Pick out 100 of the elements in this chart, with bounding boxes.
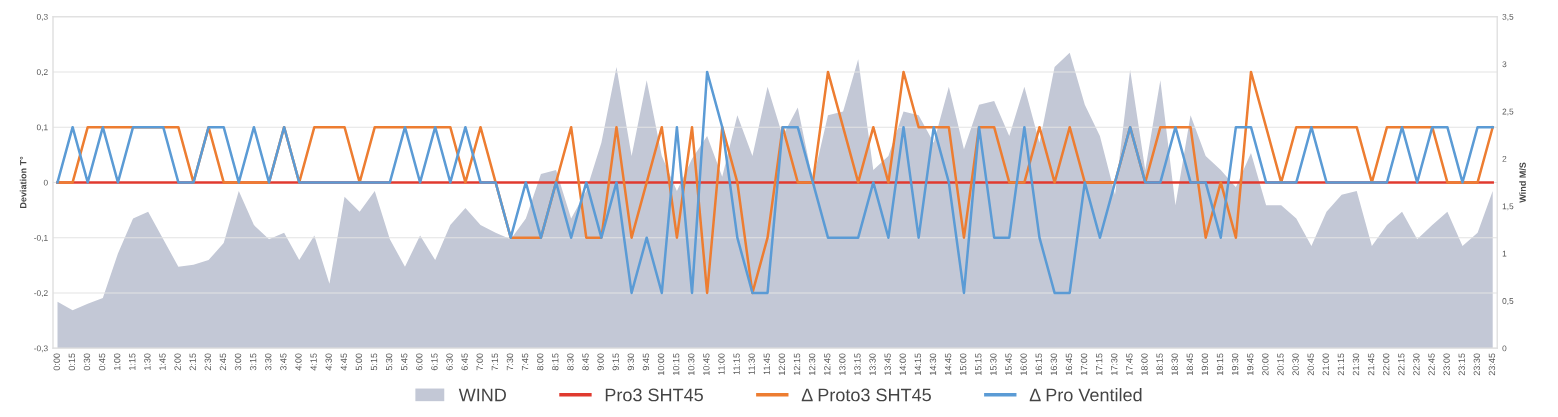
x-tick-label: 23:45 (1488, 353, 1496, 376)
x-tick-label: 14:45 (944, 353, 952, 375)
x-tick-label: 17:30 (1111, 353, 1118, 375)
x-tick-label: 11:45 (763, 353, 770, 375)
y-tick-label: 0,3 (36, 13, 48, 21)
y-tick-label: 0 (43, 179, 48, 186)
x-tick-label: 19:30 (1231, 353, 1239, 375)
y2-axis-title: Wind M/S (1519, 162, 1526, 203)
x-tick-label: 2:15 (189, 353, 196, 371)
x-tick-label: 16:30 (1050, 353, 1058, 375)
x-tick-label: 9:15 (612, 353, 619, 371)
x-tick-label: 1:00 (113, 353, 121, 370)
x-tick-label: 19:00 (1201, 353, 1209, 375)
x-tick-label: 15:00 (959, 353, 967, 375)
x-tick-label: 0:00 (53, 353, 60, 371)
x-tick-label: 18:30 (1171, 353, 1178, 375)
x-tick-label: 6:00 (416, 353, 423, 371)
x-tick-label: 6:45 (461, 353, 468, 371)
x-tick-label: 3:15 (249, 353, 257, 371)
x-tick-label: 11:30 (748, 353, 755, 375)
x-tick-label: 11:00 (718, 353, 725, 375)
x-tick-label: 2:45 (219, 353, 227, 371)
y-tick-label: -0,1 (34, 234, 48, 242)
x-tick-label: 4:30 (325, 353, 332, 371)
x-tick-label: 0:30 (83, 353, 91, 371)
x-tick-label: 21:00 (1322, 353, 1329, 376)
x-tick-label: 7:00 (476, 353, 483, 371)
x-tick-label: 23:00 (1443, 353, 1450, 376)
x-tick-label: 16:15 (1035, 353, 1042, 375)
x-tick-label: 12:30 (808, 353, 816, 375)
x-tick-label: 13:30 (869, 353, 876, 375)
x-tick-label: 17:00 (1080, 353, 1088, 375)
x-tick-label: 15:30 (990, 353, 997, 375)
x-tick-label: 7:45 (521, 353, 529, 371)
x-tick-label: 17:45 (1126, 353, 1133, 375)
x-tick-label: 21:30 (1352, 353, 1360, 376)
x-tick-label: 18:00 (1141, 353, 1148, 375)
x-tick-label: 12:00 (778, 353, 786, 375)
y-tick-label: 0,1 (36, 124, 48, 132)
x-tick-label: 18:15 (1156, 353, 1163, 375)
x-tick-label: 7:15 (491, 353, 499, 371)
x-tick-label: 12:15 (793, 353, 801, 375)
x-tick-label: 9:45 (642, 353, 650, 371)
x-tick-label: 12:45 (824, 353, 831, 375)
x-tick-label: 15:15 (975, 353, 982, 375)
y-tick-label: 0,2 (36, 69, 48, 77)
legend-label: Pro3 SHT45 (605, 388, 703, 402)
x-tick-label: 13:00 (839, 353, 846, 375)
y2-tick-label: 0,5 (1502, 298, 1514, 305)
legend-label: Δ Proto3 SHT45 (801, 388, 931, 402)
x-tick-label: 10:00 (657, 353, 665, 375)
x-tick-label: 5:15 (370, 353, 378, 371)
x-tick-label: 2:00 (174, 353, 181, 371)
legend-label: WIND (458, 388, 506, 402)
x-tick-label: 3:30 (265, 353, 272, 371)
x-tick-label: 21:15 (1337, 353, 1345, 376)
x-tick-label: 16:00 (1020, 353, 1027, 375)
x-tick-label: 14:15 (914, 353, 922, 375)
x-tick-label: 15:45 (1005, 353, 1012, 375)
y2-tick-label: 2 (1502, 155, 1507, 162)
x-tick-label: 7:30 (506, 353, 514, 371)
x-tick-label: 6:30 (446, 353, 453, 371)
x-tick-label: 4:15 (310, 353, 317, 371)
x-tick-label: 18:45 (1186, 353, 1193, 375)
x-tick-label: 23:30 (1473, 353, 1481, 376)
x-tick-label: 3:00 (234, 353, 242, 371)
x-tick-label: 5:00 (355, 353, 363, 371)
x-tick-label: 8:45 (582, 353, 589, 371)
y2-tick-label: 0 (1502, 345, 1507, 352)
y2-tick-label: 1,5 (1502, 203, 1514, 211)
x-tick-label: 1:30 (144, 353, 151, 370)
legend-label: Δ Pro Ventiled (1029, 388, 1142, 402)
y2-tick-label: 3 (1502, 61, 1507, 68)
x-tick-label: 20:30 (1292, 353, 1299, 376)
x-tick-label: 10:15 (672, 353, 680, 375)
x-tick-label: 14:00 (899, 353, 906, 375)
x-tick-label: 11:15 (733, 353, 740, 375)
x-tick-label: 16:45 (1065, 353, 1073, 375)
x-tick-label: 0:15 (68, 353, 76, 371)
x-tick-label: 5:45 (401, 353, 408, 371)
x-tick-label: 22:15 (1398, 353, 1405, 376)
x-tick-label: 13:45 (884, 353, 891, 375)
x-tick-label: 1:45 (159, 353, 166, 370)
y-axis-title: Deviation T° (19, 156, 27, 208)
x-tick-label: 23:15 (1458, 353, 1465, 376)
x-tick-label: 22:30 (1413, 353, 1420, 376)
y-tick-label: -0,3 (34, 345, 48, 353)
y2-tick-label: 2,5 (1502, 108, 1514, 116)
x-tick-label: 9:30 (627, 353, 635, 371)
x-tick-label: 0:45 (98, 353, 106, 371)
x-tick-label: 4:45 (340, 353, 347, 371)
x-tick-label: 20:15 (1277, 353, 1284, 376)
x-tick-label: 3:45 (280, 353, 287, 371)
x-tick-label: 10:45 (703, 353, 710, 375)
x-tick-label: 8:00 (536, 353, 544, 371)
x-tick-label: 10:30 (688, 353, 695, 375)
x-tick-label: 22:00 (1382, 353, 1390, 376)
x-tick-label: 1:15 (129, 353, 136, 370)
x-tick-label: 20:45 (1307, 353, 1314, 376)
x-tick-label: 19:45 (1247, 353, 1254, 375)
